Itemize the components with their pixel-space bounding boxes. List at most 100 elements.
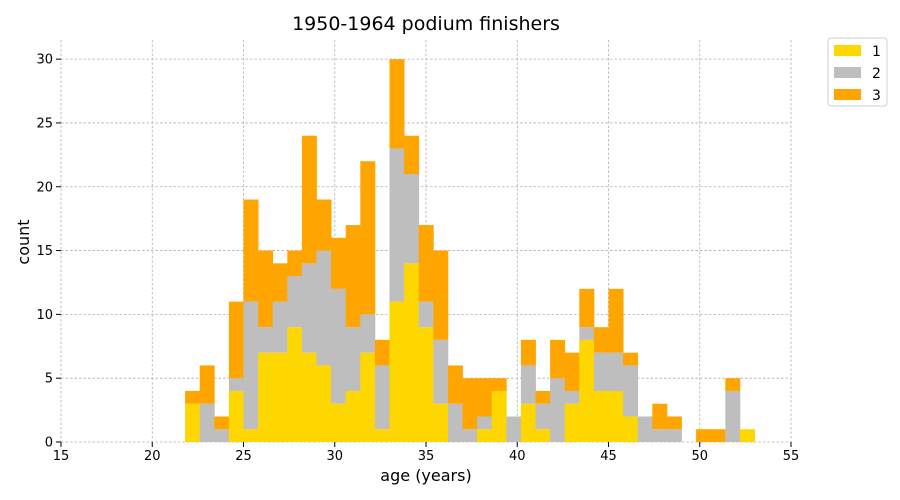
x-tick-label: 45 bbox=[600, 449, 617, 464]
bar-segment-series-3 bbox=[404, 135, 420, 174]
bar-segment-series-3 bbox=[550, 339, 566, 379]
bar-segment-series-2 bbox=[301, 263, 317, 353]
bar-segment-series-2 bbox=[316, 250, 332, 366]
bar-segment-series-3 bbox=[258, 250, 274, 328]
bar-segment-series-3 bbox=[316, 199, 332, 251]
bar-segment-series-3 bbox=[520, 339, 536, 366]
bar-segment-series-1 bbox=[564, 403, 580, 442]
legend-swatch-2 bbox=[834, 67, 861, 78]
bar-segment-series-2 bbox=[506, 416, 522, 442]
x-tick-label: 25 bbox=[235, 449, 252, 464]
bar-segment-series-2 bbox=[725, 390, 741, 442]
bar-segment-series-1 bbox=[739, 429, 755, 442]
legend-swatch-1 bbox=[834, 45, 861, 56]
bar-segment-series-1 bbox=[404, 263, 420, 442]
bar-segment-series-2 bbox=[243, 301, 259, 430]
bar-segment-series-2 bbox=[404, 174, 420, 264]
bar-segment-series-2 bbox=[579, 327, 595, 340]
bar-segment-series-2 bbox=[623, 365, 639, 417]
bar-segment-series-3 bbox=[447, 365, 463, 404]
bar-segment-series-3 bbox=[287, 250, 303, 277]
bar-segment-series-2 bbox=[199, 403, 215, 442]
x-tick-label: 35 bbox=[418, 449, 435, 464]
bar-segment-series-3 bbox=[696, 429, 712, 442]
bar-segment-series-3 bbox=[564, 352, 580, 391]
y-tick-label: 15 bbox=[36, 244, 53, 259]
bar-segment-series-1 bbox=[608, 390, 624, 442]
bar-segment-series-1 bbox=[433, 403, 449, 442]
bar-segment-series-3 bbox=[433, 250, 449, 340]
bar-segment-series-3 bbox=[477, 378, 493, 417]
bar-segment-series-2 bbox=[520, 365, 536, 404]
bar-segment-series-3 bbox=[228, 301, 244, 379]
bar-segment-series-1 bbox=[301, 352, 317, 442]
bar-segment-series-1 bbox=[272, 352, 288, 442]
bar-segment-series-3 bbox=[360, 161, 376, 315]
bar-segment-series-3 bbox=[389, 59, 405, 149]
bar-segment-series-2 bbox=[374, 365, 390, 430]
bar-segment-series-2 bbox=[652, 429, 668, 442]
bar-segment-series-1 bbox=[287, 327, 303, 442]
bar-segment-series-2 bbox=[447, 403, 463, 442]
x-tick-label: 20 bbox=[144, 449, 161, 464]
axes: 15 20 25 30 35 40 45 50 55 0 5 10 15 20 25 30 bbox=[36, 53, 799, 464]
y-tick-label: 0 bbox=[45, 436, 53, 451]
bar-segment-series-1 bbox=[520, 403, 536, 442]
bar-segment-series-3 bbox=[652, 403, 668, 430]
bar-segment-series-2 bbox=[287, 276, 303, 328]
bar-segment-series-3 bbox=[725, 378, 741, 391]
y-tick-label: 30 bbox=[36, 53, 53, 68]
bar-segment-series-2 bbox=[666, 429, 682, 442]
y-tick-label: 10 bbox=[36, 308, 53, 323]
bar-segment-series-1 bbox=[345, 390, 361, 442]
bar-segment-series-1 bbox=[593, 390, 609, 442]
bar-segment-series-3 bbox=[199, 365, 215, 404]
bar-segment-series-3 bbox=[243, 199, 259, 302]
legend: 1 2 3 bbox=[827, 37, 888, 107]
x-axis-label: age (years) bbox=[380, 466, 471, 485]
bar-segment-series-3 bbox=[593, 327, 609, 353]
bar-segment-series-1 bbox=[374, 429, 390, 442]
x-tick-label: 50 bbox=[691, 449, 708, 464]
chart-title: 1950-1964 podium finishers bbox=[292, 13, 560, 35]
bar-segment-series-3 bbox=[623, 352, 639, 366]
bar-segment-series-2 bbox=[360, 314, 376, 353]
bar-segment-series-1 bbox=[418, 327, 434, 442]
bar-segment-series-2 bbox=[331, 288, 347, 404]
x-tick-label: 30 bbox=[326, 449, 343, 464]
bar-segment-series-3 bbox=[608, 288, 624, 353]
bar-segment-series-2 bbox=[462, 429, 478, 442]
bar-segment-series-1 bbox=[477, 429, 493, 442]
legend-label-3: 3 bbox=[872, 88, 881, 104]
bar-segment-series-2 bbox=[593, 352, 609, 391]
bar-segment-series-2 bbox=[637, 416, 653, 442]
bar-segment-series-2 bbox=[228, 378, 244, 391]
bar-segment-series-3 bbox=[418, 225, 434, 302]
bar-segment-series-3 bbox=[491, 378, 507, 391]
bar-segment-series-3 bbox=[666, 416, 682, 430]
bar-segment-series-3 bbox=[579, 288, 595, 328]
legend-label-2: 2 bbox=[872, 66, 881, 82]
bar-segment-series-1 bbox=[535, 429, 551, 442]
bar-segment-series-1 bbox=[316, 365, 332, 442]
bar-segment-series-2 bbox=[550, 378, 566, 442]
bar-segment-series-3 bbox=[374, 339, 390, 366]
y-tick-label: 25 bbox=[36, 116, 53, 131]
x-tick-label: 55 bbox=[783, 449, 800, 464]
bar-segment-series-2 bbox=[258, 327, 274, 353]
bar-segment-series-1 bbox=[228, 390, 244, 442]
bar-segment-series-2 bbox=[433, 339, 449, 404]
bar-segment-series-1 bbox=[579, 339, 595, 442]
bar-segment-series-3 bbox=[301, 135, 317, 264]
bar-segment-series-1 bbox=[258, 352, 274, 442]
bar-segment-series-1 bbox=[243, 429, 259, 442]
bar-segment-series-2 bbox=[272, 301, 288, 353]
bar-segment-series-3 bbox=[331, 237, 347, 289]
legend-swatch-3 bbox=[834, 89, 861, 100]
bars bbox=[185, 59, 755, 442]
bar-segment-series-2 bbox=[608, 352, 624, 391]
legend-label-1: 1 bbox=[872, 44, 881, 60]
bar-segment-series-2 bbox=[535, 403, 551, 430]
bar-segment-series-1 bbox=[331, 403, 347, 442]
